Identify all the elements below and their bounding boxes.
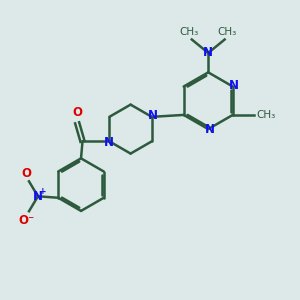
Text: CH₃: CH₃ xyxy=(257,110,276,120)
Text: CH₃: CH₃ xyxy=(218,27,237,37)
Text: O: O xyxy=(22,167,32,180)
Text: N: N xyxy=(229,80,239,92)
Text: +: + xyxy=(39,187,47,196)
Text: O: O xyxy=(72,106,82,119)
Text: N: N xyxy=(33,190,43,203)
Text: CH₃: CH₃ xyxy=(180,27,199,37)
Text: N: N xyxy=(104,136,114,149)
Text: N: N xyxy=(147,109,158,122)
Text: N: N xyxy=(204,123,214,136)
Text: N: N xyxy=(203,46,213,59)
Text: O⁻: O⁻ xyxy=(19,214,35,226)
